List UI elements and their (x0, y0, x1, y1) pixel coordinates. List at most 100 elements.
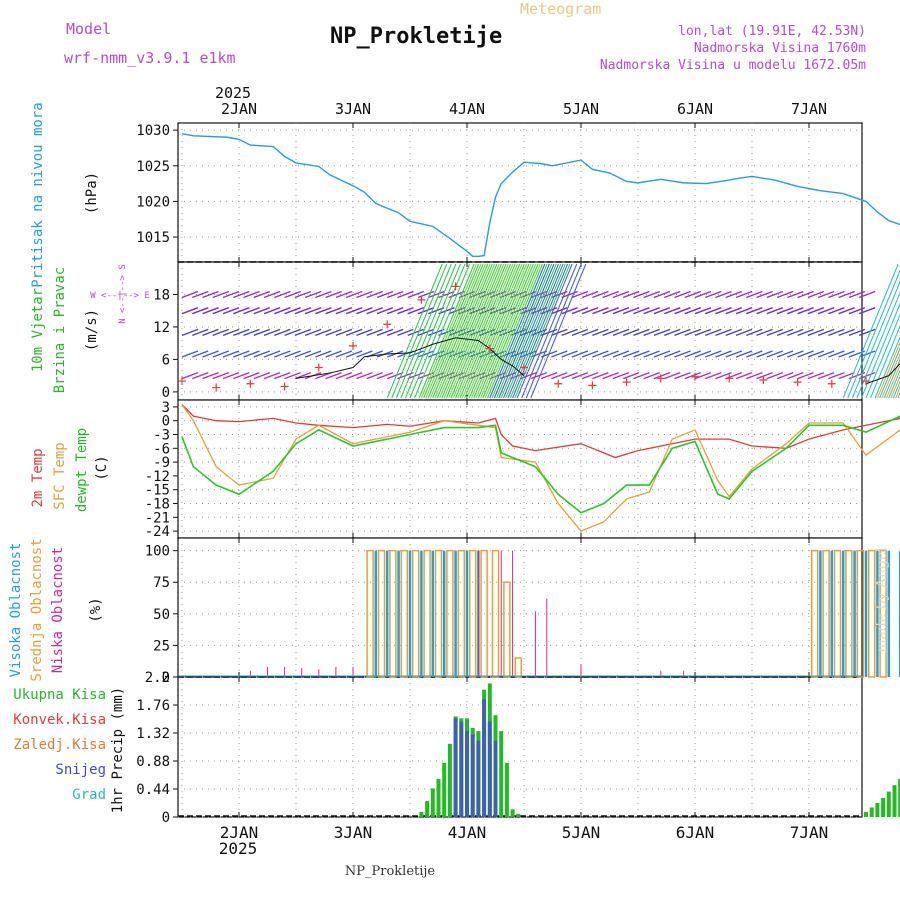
wind-arrow (807, 307, 825, 315)
model-label: Model (66, 20, 111, 38)
wind-arrow (828, 290, 845, 299)
wind-arrow (865, 313, 900, 399)
wind-arrow (530, 328, 548, 337)
precip-bar (892, 785, 897, 817)
wind-arrow (851, 280, 900, 399)
y-tick-label: -18 (145, 497, 170, 513)
cloud-bar (833, 549, 842, 678)
wind-arrow (263, 290, 281, 299)
wind-arrow (561, 328, 578, 337)
wind-arrow (746, 371, 763, 380)
wind-arrow (471, 263, 528, 399)
gust-marker (588, 381, 597, 390)
gust-marker (622, 378, 631, 387)
y-tick-label: 1030 (136, 123, 170, 139)
wind-arrow (510, 371, 527, 380)
wind-arrow (602, 371, 619, 380)
gust-marker (451, 282, 460, 291)
wind-arrow (870, 324, 900, 399)
cloud-bar (267, 666, 268, 677)
wind-arrow (222, 350, 240, 358)
cloud-bar (534, 611, 536, 677)
precip-bar (510, 809, 515, 817)
wind-arrow (876, 341, 900, 399)
gust-marker (314, 363, 323, 372)
wind-arrow (766, 290, 784, 299)
wind-arrow (766, 307, 784, 315)
wind-arrow (787, 290, 804, 299)
elevation-label: Nadmorska Visina 1760m (694, 41, 866, 56)
cloud-bar (491, 549, 500, 678)
wind-arrow (521, 263, 578, 399)
wind-arrow (776, 371, 794, 380)
wind-arrow (694, 290, 712, 299)
wind-arrow (874, 336, 900, 399)
wind-arrow (304, 307, 322, 315)
wind-arrow (622, 290, 640, 299)
wind-arrow (735, 350, 753, 358)
wind-arrow (886, 363, 900, 399)
wind-arrow (663, 350, 681, 358)
wind-arrow (817, 328, 835, 337)
precip-bar (453, 718, 458, 817)
cloud-bar (845, 549, 853, 678)
coords-label: lon,lat (19.91E, 42.53N) (678, 24, 866, 39)
y-tick-label: -15 (145, 483, 170, 499)
wind-arrow (551, 307, 568, 315)
wind-arrow (516, 263, 573, 399)
wind-arrow (530, 350, 548, 358)
wind-arrow (345, 328, 363, 337)
wind-arrow (694, 307, 712, 315)
wind-arrow (817, 307, 835, 315)
gust-marker (178, 377, 186, 386)
cloud-bar (887, 550, 891, 677)
wind-arrow (828, 307, 845, 315)
cloud-bar (853, 550, 856, 677)
y-tick-label: 0 (162, 810, 170, 826)
panel-precipitation: 0 0.44 0.88 1.32 1.76 2.2 (136, 670, 863, 826)
wind-arrow (540, 371, 558, 380)
bottom-date-axis: 2JAN 3JAN 4JAN 5JAN 6JAN 7JAN (220, 823, 829, 842)
wind-arrow (715, 371, 732, 380)
wind-arrow (284, 290, 301, 299)
cloud-bar (352, 666, 354, 677)
wind-arrow (386, 307, 404, 315)
wind-arrow (653, 290, 671, 299)
wind-arrow (391, 263, 448, 399)
precip-legend: Ukupna Kisa Konvek.Kisa Zaledj.Kisa Snijeg G… (13, 687, 106, 803)
wind-arrow (520, 290, 537, 299)
wind-arrow (345, 371, 363, 380)
precip-bar (898, 778, 900, 817)
wind-arrow (202, 328, 219, 337)
wind-arrow (622, 350, 640, 358)
wind-arrow (674, 350, 691, 358)
y-tick-label: 1.76 (136, 698, 170, 714)
precip-bar (875, 803, 880, 817)
y-tick-label: -21 (145, 510, 170, 526)
wind-arrow (294, 307, 312, 315)
wind-arrow (756, 371, 773, 380)
cloud-bar (898, 550, 900, 677)
x-tick-label: 7JAN (791, 100, 827, 118)
wind-arrow (487, 263, 543, 399)
cloud-bar (411, 549, 420, 678)
y-tick-label: -24 (145, 524, 170, 540)
wind-arrow (883, 358, 900, 399)
wind-arrow (807, 328, 825, 337)
wind-arrow (366, 290, 383, 299)
product-label: Meteogram (520, 0, 601, 18)
precip-bar (436, 778, 441, 817)
precip-bar (504, 762, 509, 817)
x-tick-label: 2JAN (221, 100, 257, 118)
wind-arrow (202, 307, 219, 315)
cloud-bar (420, 550, 423, 677)
wind-arrow (663, 328, 681, 337)
wind-arrow (263, 307, 281, 315)
wind-arrow (181, 290, 199, 299)
y-tick-label: 1020 (136, 194, 170, 210)
cloud-bar (423, 549, 431, 678)
wind-arrow (417, 307, 435, 315)
wind-arrow (725, 307, 743, 315)
wind-arrow (427, 350, 445, 358)
